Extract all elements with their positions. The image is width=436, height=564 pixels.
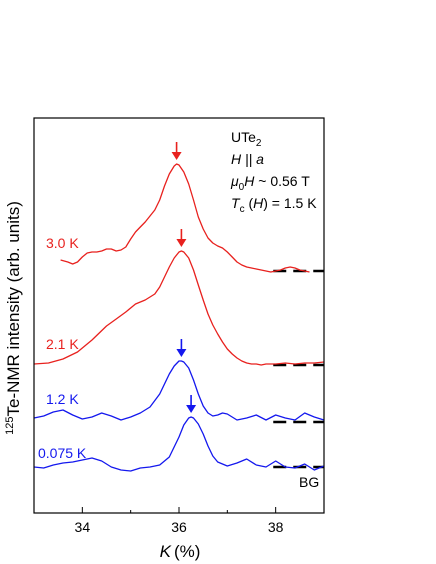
field-dir-symbol: H — [231, 151, 242, 167]
peak-arrow-1-2-K — [176, 339, 187, 357]
x-tick-label: 36 — [171, 519, 187, 535]
annotation-field-direction: H || a — [231, 151, 264, 167]
x-axis-label: K (%) — [160, 542, 201, 561]
x-axis-unit: (%) — [174, 542, 200, 561]
x-tick-label: 34 — [75, 519, 91, 535]
field-value: ~ 0.56 T — [254, 173, 310, 189]
peak-arrow-3-0-K — [171, 142, 182, 160]
annotation-compound: UTe2 — [231, 129, 262, 149]
series-line-2-1-K — [33, 250, 325, 366]
series-line-1-2-K — [33, 360, 325, 421]
annotation: UTe2 H || a μ0H ~ 0.56 T Tc (H) = 1.5 K — [230, 129, 317, 215]
mu-sub: 0 — [239, 182, 245, 193]
tc-mid: ( — [245, 195, 254, 211]
series-label-3-0-K: 3.0 K — [46, 235, 79, 251]
series-line-0-075-K — [33, 416, 325, 472]
x-axis-ticks: 34 36 38 — [33, 507, 325, 535]
y-axis-text: Te-NMR intensity (arb. units) — [4, 201, 23, 416]
tc-sub: c — [240, 204, 245, 215]
field-dir-text: || a — [241, 151, 264, 167]
field-symbol: H — [244, 173, 255, 189]
series-line-3-0-K — [60, 163, 310, 273]
y-axis-label: 125Te-NMR intensity (arb. units) — [4, 201, 23, 435]
compound-text: UTe — [231, 129, 256, 145]
compound-sub: 2 — [256, 138, 262, 149]
annotation-tc: Tc (H) = 1.5 K — [231, 195, 317, 215]
mu-symbol: μ — [230, 173, 239, 189]
series-label-2-1-K: 2.1 K — [46, 336, 79, 352]
tc-symbol: T — [231, 195, 241, 211]
y-axis-isotope: 125 — [4, 417, 16, 435]
bg-label: BG — [299, 474, 319, 490]
x-tick-label: 38 — [268, 519, 284, 535]
peak-arrow-2-1-K — [176, 229, 187, 247]
tc-value: ) = 1.5 K — [263, 195, 317, 211]
peak-arrow-0-075-K — [186, 395, 197, 413]
tc-paren-symbol: H — [253, 195, 264, 211]
plot-area: 3.0 K 2.1 K 1.2 K 0.075 K — [33, 142, 325, 472]
annotation-field-value: μ0H ~ 0.56 T — [230, 173, 310, 193]
x-axis-symbol: K — [160, 542, 172, 561]
series-label-0-075-K: 0.075 K — [38, 445, 87, 461]
series-label-1-2-K: 1.2 K — [46, 391, 79, 407]
